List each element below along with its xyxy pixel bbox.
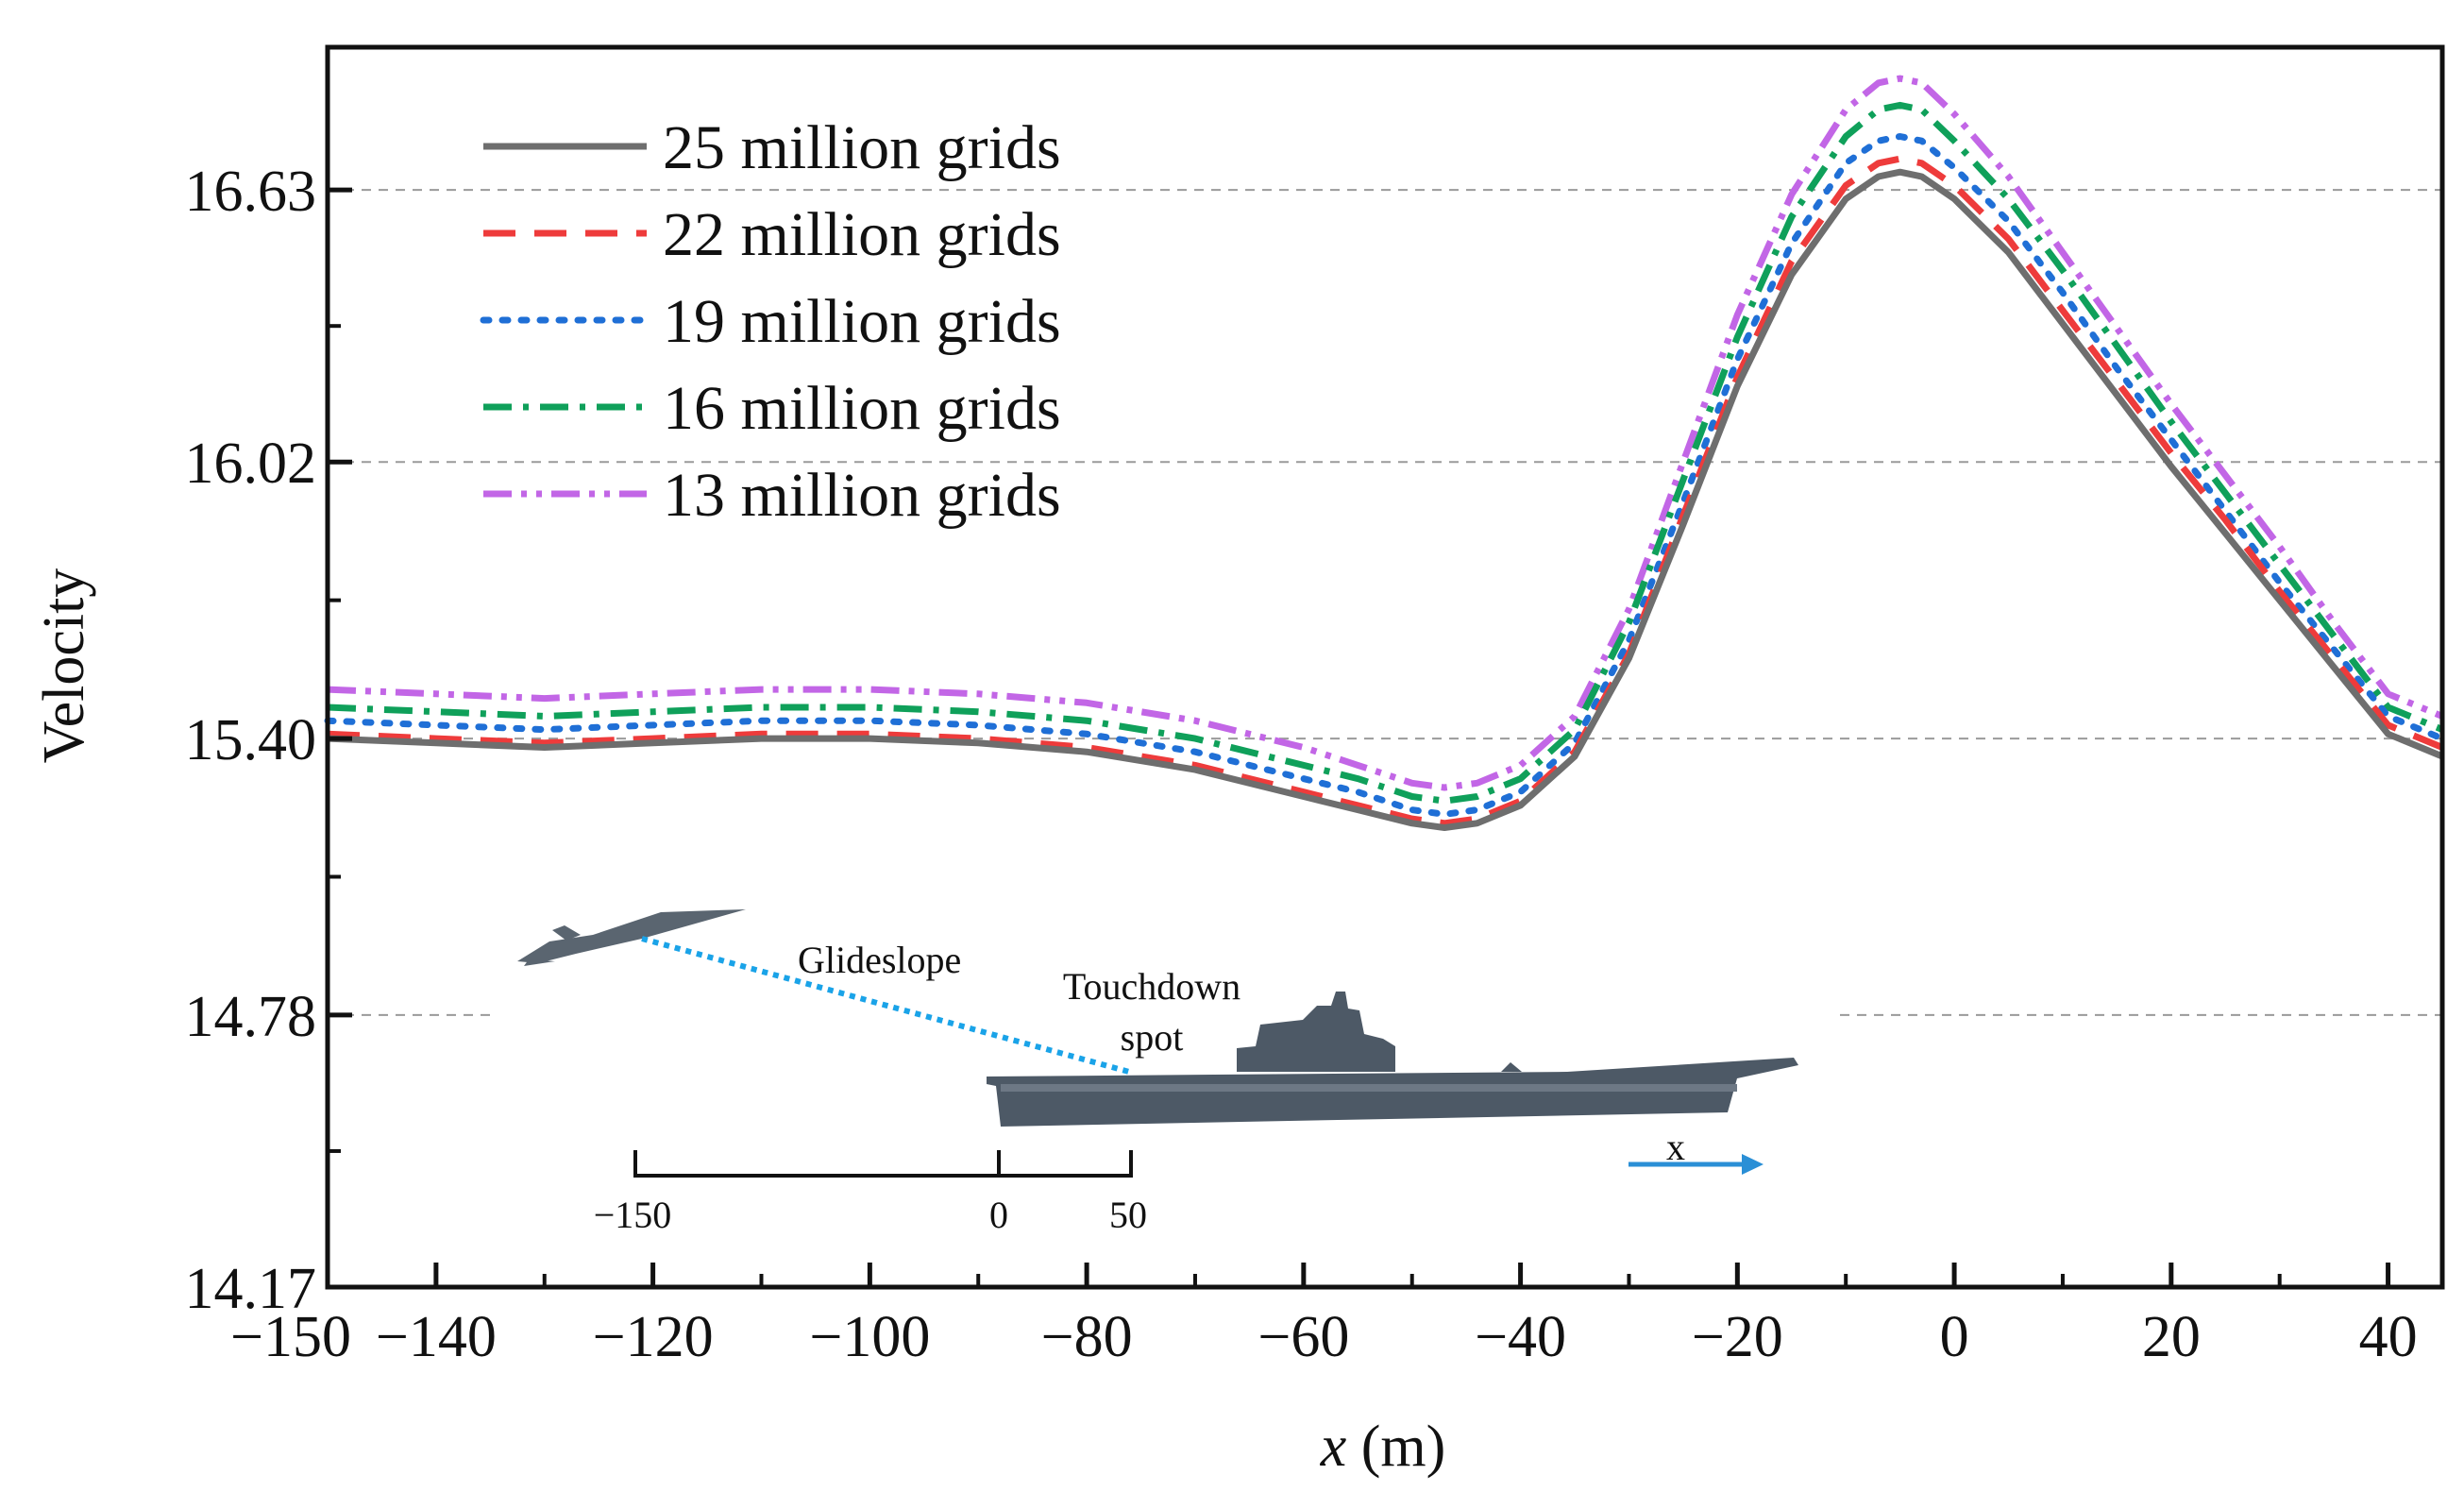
- inset-scale-tick-0: 0: [989, 1194, 1008, 1236]
- legend-label-0: 25 million grids: [663, 113, 1061, 182]
- touchdown-label-line2: spot: [1121, 1016, 1184, 1059]
- x-tick-label: −20: [1692, 1305, 1783, 1369]
- legend-label-3: 16 million grids: [663, 374, 1061, 443]
- legend: 25 million grids 22 million grids 19 milli…: [480, 113, 1061, 530]
- x-tick-label: −100: [809, 1305, 930, 1369]
- carrier-approach-inset: Glideslope Touchdown spot −150 0 50 x: [496, 909, 1836, 1236]
- legend-label-4: 13 million grids: [663, 461, 1061, 530]
- x-axis-unit: (m): [1346, 1415, 1445, 1479]
- y-tick-label: 14.17: [185, 1257, 317, 1321]
- y-tick-label: 16.02: [185, 432, 317, 496]
- y-tick-label: 16.63: [185, 160, 317, 224]
- x-tick-label: −60: [1257, 1305, 1349, 1369]
- aircraft-icon: [517, 909, 746, 966]
- x-tick-label: −80: [1041, 1305, 1133, 1369]
- x-tick-label: 0: [1940, 1305, 1969, 1369]
- x-direction-arrow: [1629, 1154, 1764, 1175]
- x-tick-label: 40: [2359, 1305, 2418, 1369]
- x-tick-label: −150: [230, 1305, 351, 1369]
- inset-scale-tick-50: 50: [1109, 1194, 1147, 1236]
- glideslope-line: [641, 936, 1130, 1075]
- series-line-4: [327, 75, 2444, 791]
- y-tick-label: 15.40: [185, 708, 317, 772]
- inset-scale-tick--150: −150: [594, 1194, 672, 1236]
- aircraft-carrier-icon: [987, 992, 1798, 1127]
- axis-layer: −150 −140 −120 −100 −80 −60 −40 −20 0 20 40 14.17 14…: [185, 160, 2418, 1369]
- x-tick-label: −140: [376, 1305, 497, 1369]
- inset-scale-bar: [633, 1150, 1133, 1178]
- grid-layer: [328, 189, 2442, 1016]
- series-layer: [324, 75, 2446, 831]
- x-axis-variable: x: [1320, 1415, 1347, 1479]
- x-tick-label: −120: [593, 1305, 714, 1369]
- x-tick-label: 20: [2142, 1305, 2201, 1369]
- series-line-3: [327, 101, 2444, 805]
- series-line-2: [324, 133, 2446, 818]
- x-tick-label: −40: [1475, 1305, 1566, 1369]
- x-axis-title: x (m): [1320, 1415, 1446, 1479]
- y-axis-title: Velocity: [32, 568, 96, 764]
- legend-label-1: 22 million grids: [663, 200, 1061, 269]
- touchdown-label-line1: Touchdown: [1063, 965, 1240, 1008]
- legend-label-2: 19 million grids: [663, 287, 1061, 356]
- glideslope-label: Glideslope: [798, 939, 961, 981]
- x-direction-label: x: [1666, 1126, 1685, 1168]
- series-line-0: [327, 168, 2444, 831]
- y-tick-label: 14.78: [185, 985, 317, 1049]
- plot-frame: [325, 44, 2445, 1290]
